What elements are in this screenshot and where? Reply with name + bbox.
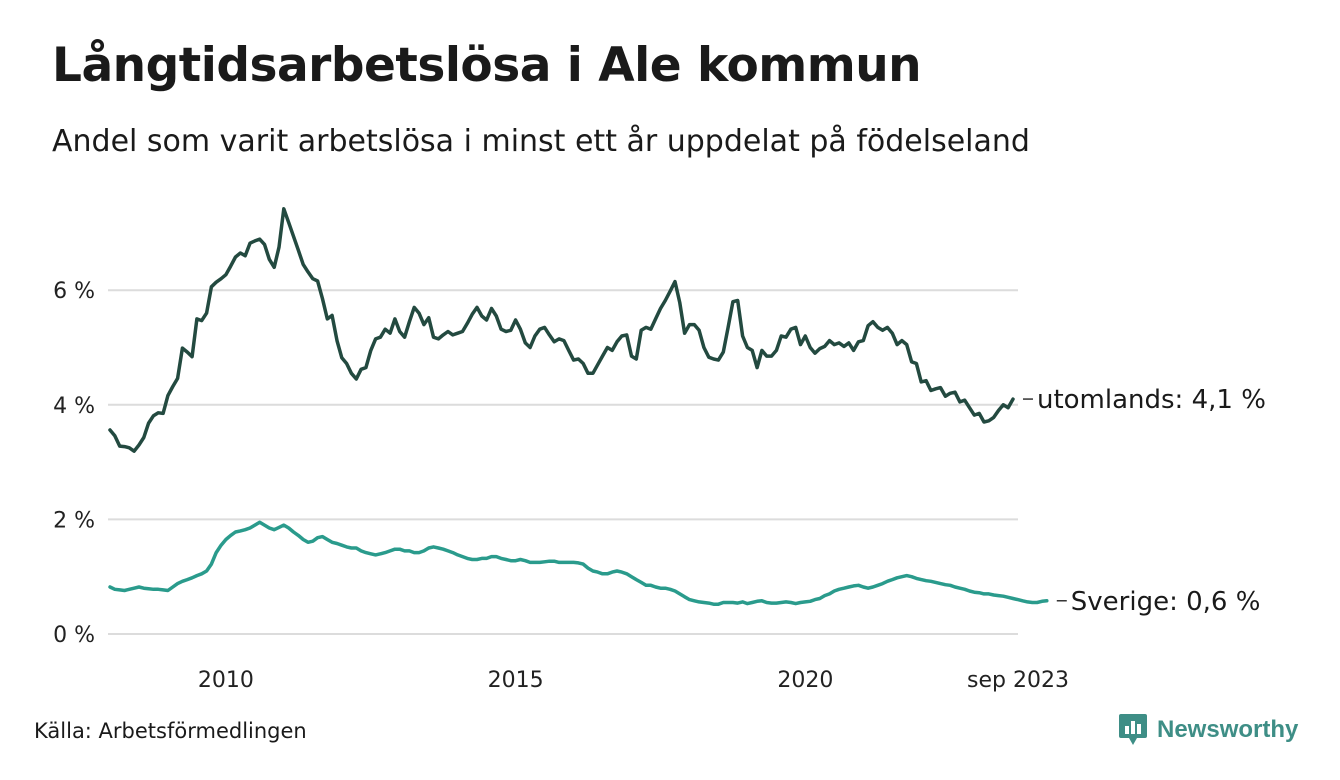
series-end-label-sverige: Sverige: 0,6 % <box>1071 587 1261 617</box>
newsworthy-logo-icon <box>1119 714 1147 745</box>
y-tick-label: 6 % <box>53 279 95 304</box>
source-note: Källa: Arbetsförmedlingen <box>34 719 307 743</box>
y-axis-ticks: 0 % 2 % 4 % 6 % <box>53 279 95 648</box>
chart-title: Långtidsarbetslösa i Ale kommun <box>52 38 922 93</box>
x-tick-label: sep 2023 <box>967 668 1069 693</box>
y-tick-label: 4 % <box>53 394 95 419</box>
line-chart: 0 % 2 % 4 % 6 % 2010 2015 2020 sep 2023 utomla… <box>53 207 1266 693</box>
series-end-label-utomlands: utomlands: 4,1 % <box>1037 385 1266 415</box>
x-tick-label: 2020 <box>777 668 833 693</box>
brand-name: Newsworthy <box>1157 716 1299 743</box>
y-tick-label: 0 % <box>53 623 95 648</box>
brand-logo[interactable]: Newsworthy <box>1118 712 1298 748</box>
series-lines <box>108 207 1049 606</box>
x-axis-ticks: 2010 2015 2020 sep 2023 <box>198 668 1069 693</box>
series-line-sverige <box>108 520 1049 606</box>
series-end-labels: utomlands: 4,1 % Sverige: 0,6 % <box>1022 385 1266 617</box>
gridlines <box>108 289 1018 635</box>
y-tick-label: 2 % <box>53 508 95 533</box>
series-line-utomlands <box>108 207 1015 453</box>
x-tick-label: 2010 <box>198 668 254 693</box>
chart-subtitle: Andel som varit arbetslösa i minst ett å… <box>52 124 1030 159</box>
x-tick-label: 2015 <box>488 668 544 693</box>
